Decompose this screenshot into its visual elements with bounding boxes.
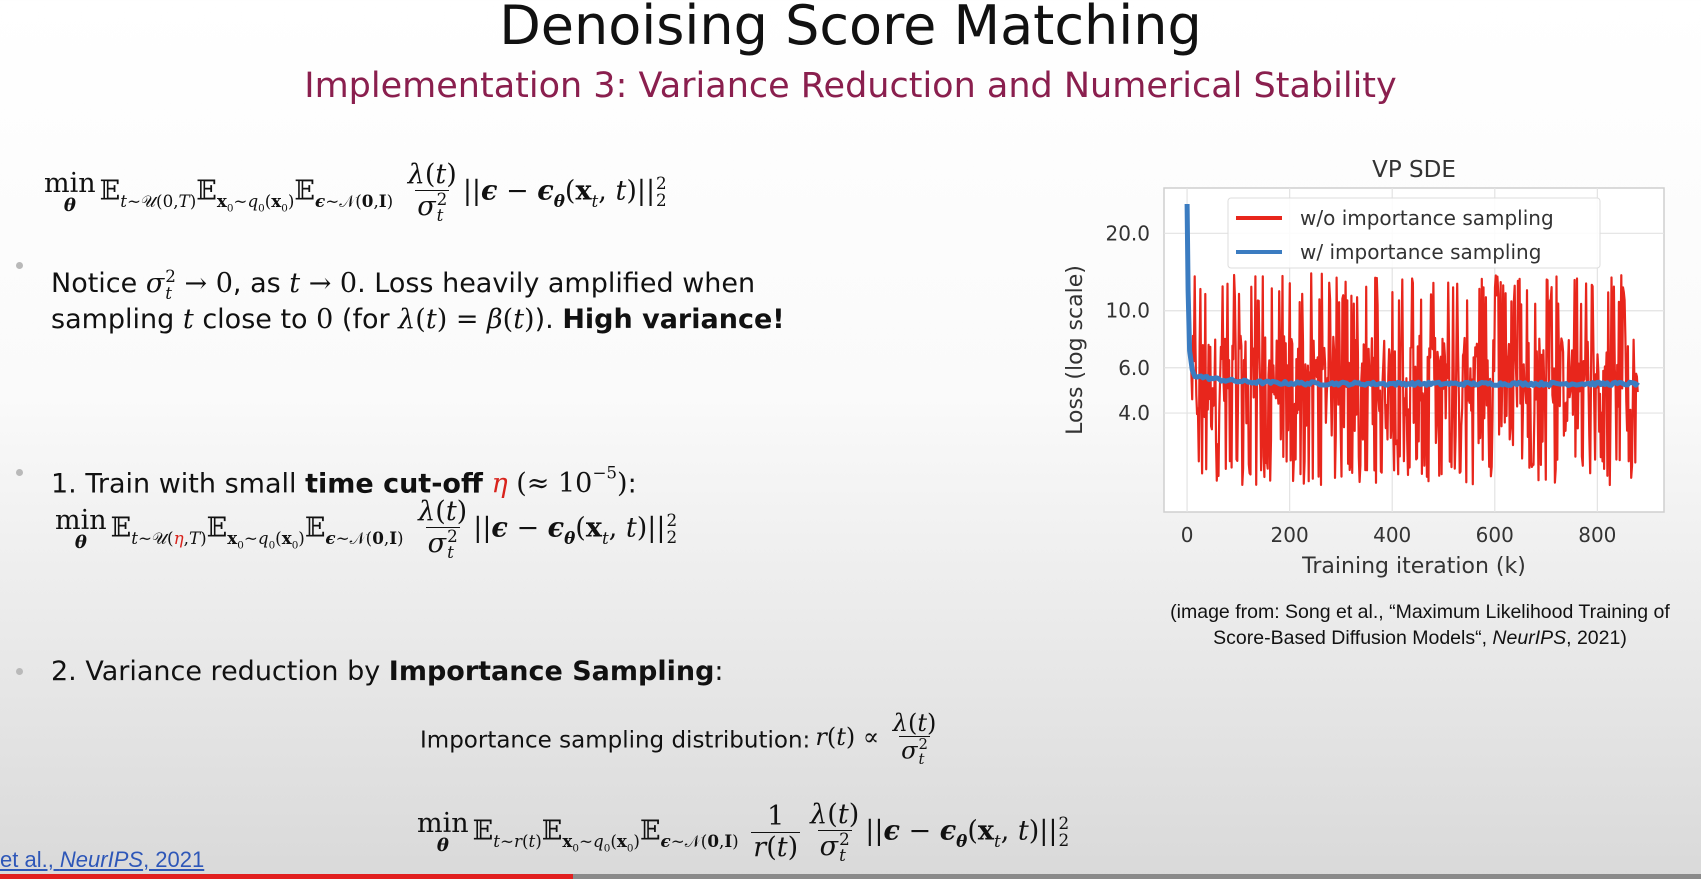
- video-progress-bar[interactable]: [0, 874, 1701, 879]
- image-citation: (image from: Song et al., “Maximum Likel…: [1170, 601, 1670, 649]
- vp-sde-loss-chart: 0 200 400 600 800 4.0 6.0 10.0 20.0 VP SDE Train…: [1063, 157, 1665, 579]
- footer-reference-link[interactable]: et al., NeurIPS, 2021: [0, 847, 205, 872]
- series-with-importance-sampling: [1184, 203, 1640, 388]
- high-variance-emphasis: High variance!: [562, 304, 785, 335]
- bullet-marker: [16, 469, 23, 476]
- chart-y-label: Loss (log scale): [1063, 265, 1088, 435]
- y-tick-label: 10.0: [1105, 299, 1150, 323]
- series-without-importance-sampling: [1186, 203, 1639, 487]
- line-with-importance-sampling: [1184, 203, 1640, 388]
- x-tick-label: 800: [1578, 523, 1616, 547]
- importance-label: Importance sampling distribution:: [420, 727, 811, 754]
- legend-box: [1227, 197, 1601, 269]
- bullet-marker: [16, 668, 23, 675]
- chart-title: VP SDE: [1372, 157, 1456, 183]
- item2-text: 2. Variance reduction by Importance Samp…: [51, 656, 724, 687]
- importance-distribution: Importance sampling distribution: r(t) ∝…: [420, 709, 937, 769]
- legend-label-blue: w/ importance sampling: [1300, 240, 1541, 264]
- chart-legend: w/o importance sampling w/ importance sa…: [1227, 197, 1601, 269]
- slide-subtitle: Implementation 3: Variance Reduction and…: [304, 66, 1397, 106]
- chart-x-label: Training iteration (k): [1301, 554, 1526, 579]
- cutoff-objective-equation: min θ 𝔼t∼𝒰(η,T)𝔼x0∼q0(x0)𝔼ϵ∼𝒩(0,I) λ(t) σ 2 t…: [55, 496, 678, 563]
- video-progress-fill: [0, 874, 574, 879]
- dsm-objective-equation: min θ 𝔼t∼𝒰(0,T)𝔼x0∼q0(x0)𝔼ϵ∼𝒩(0,I) λ(t) σ 2 t…: [44, 159, 667, 226]
- y-tick-label: 6.0: [1118, 356, 1150, 380]
- line-without-importance-sampling: [1186, 203, 1639, 487]
- x-tick-label: 0: [1181, 523, 1194, 547]
- tick-labels: 0 200 400 600 800 4.0 6.0 10.0 20.0: [1105, 221, 1616, 547]
- slide-title: Denoising Score Matching: [499, 0, 1202, 57]
- x-tick-label: 200: [1271, 523, 1309, 547]
- notice-line-2: sampling t close to 0 (for λ(t) = β(t)).…: [51, 304, 785, 335]
- bullet-marker: [16, 262, 23, 269]
- legend-label-red: w/o importance sampling: [1300, 206, 1554, 230]
- x-tick-label: 400: [1373, 523, 1411, 547]
- x-tick-label: 600: [1476, 523, 1514, 547]
- item1-text: 1. Train with small time cut-off η (≈ 10…: [51, 463, 637, 500]
- y-tick-label: 4.0: [1118, 401, 1150, 425]
- importance-objective-equation: min θ 𝔼t∼r(t)𝔼x0∼q0(x0)𝔼ϵ∼𝒩(0,I) 1 r(t) λ(t)…: [417, 799, 1070, 866]
- y-tick-label: 20.0: [1105, 221, 1150, 245]
